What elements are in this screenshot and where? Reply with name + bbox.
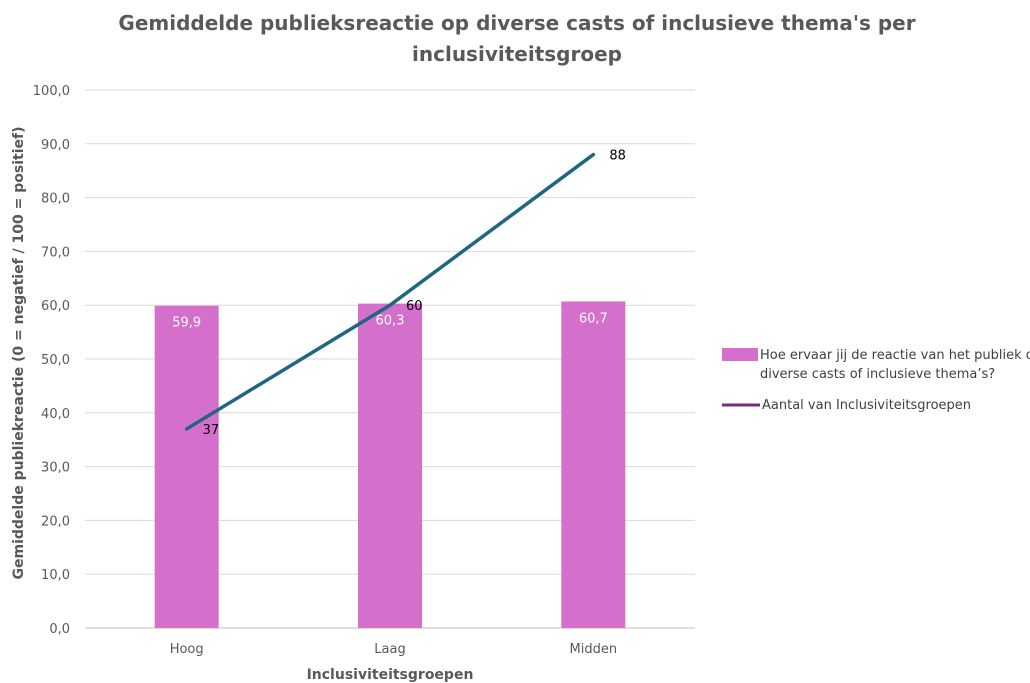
line-data-label: 88 bbox=[609, 149, 626, 164]
x-tick-label: Laag bbox=[374, 642, 405, 657]
bar-data-label: 59,9 bbox=[172, 316, 201, 331]
legend-bar-swatch bbox=[722, 348, 758, 361]
y-tick-label: 40,0 bbox=[41, 407, 70, 422]
bar bbox=[358, 303, 422, 628]
bar-data-label: 60,7 bbox=[579, 311, 608, 326]
line-data-label: 60 bbox=[406, 299, 423, 314]
line-data-labels: 37 60 88 bbox=[203, 149, 626, 438]
legend: Hoe ervaar jij de reactie van het publie… bbox=[722, 348, 1030, 413]
y-tick-label: 30,0 bbox=[41, 461, 70, 476]
chart-title-line1: Gemiddelde publieksreactie op diverse ca… bbox=[118, 11, 915, 35]
x-tick-label: Hoog bbox=[170, 642, 204, 657]
y-tick-label: 50,0 bbox=[41, 353, 70, 368]
y-tick-label: 60,0 bbox=[41, 299, 70, 314]
bar-series bbox=[154, 301, 626, 628]
y-tick-label: 20,0 bbox=[41, 514, 70, 529]
line-series bbox=[184, 152, 596, 431]
bar bbox=[154, 305, 219, 628]
y-tick-label: 10,0 bbox=[41, 568, 70, 583]
bar-data-label: 60,3 bbox=[376, 314, 405, 329]
legend-line-label: Aantal van Inclusiviteitsgroepen bbox=[762, 398, 971, 413]
x-tick-label: Midden bbox=[570, 642, 618, 657]
chart-title-line2: inclusiviteitsgroep bbox=[412, 42, 622, 66]
bar bbox=[561, 301, 626, 628]
legend-bar-label-line1: Hoe ervaar jij de reactie van het publie… bbox=[760, 348, 1030, 363]
y-tick-label: 100,0 bbox=[33, 84, 70, 99]
y-axis-ticks: 0,0 10,0 20,0 30,0 40,0 50,0 60,0 70,0 80,0 90,0 1… bbox=[33, 84, 70, 637]
y-tick-label: 70,0 bbox=[41, 245, 70, 260]
y-tick-label: 90,0 bbox=[41, 138, 70, 153]
bar-data-labels: 59,9 60,3 60,7 bbox=[172, 311, 608, 330]
y-axis-title: Gemiddelde publiekreactie (0 = negatief … bbox=[11, 127, 27, 580]
x-axis-title: Inclusiviteitsgroepen bbox=[307, 667, 474, 683]
x-axis-ticks: Hoog Laag Midden bbox=[170, 642, 617, 657]
series-line bbox=[184, 152, 596, 431]
legend-bar-label-line2: diverse casts of inclusieve thema’s? bbox=[760, 367, 995, 382]
line-data-label: 37 bbox=[203, 423, 220, 438]
y-tick-label: 80,0 bbox=[41, 192, 70, 207]
y-tick-label: 0,0 bbox=[49, 622, 70, 637]
